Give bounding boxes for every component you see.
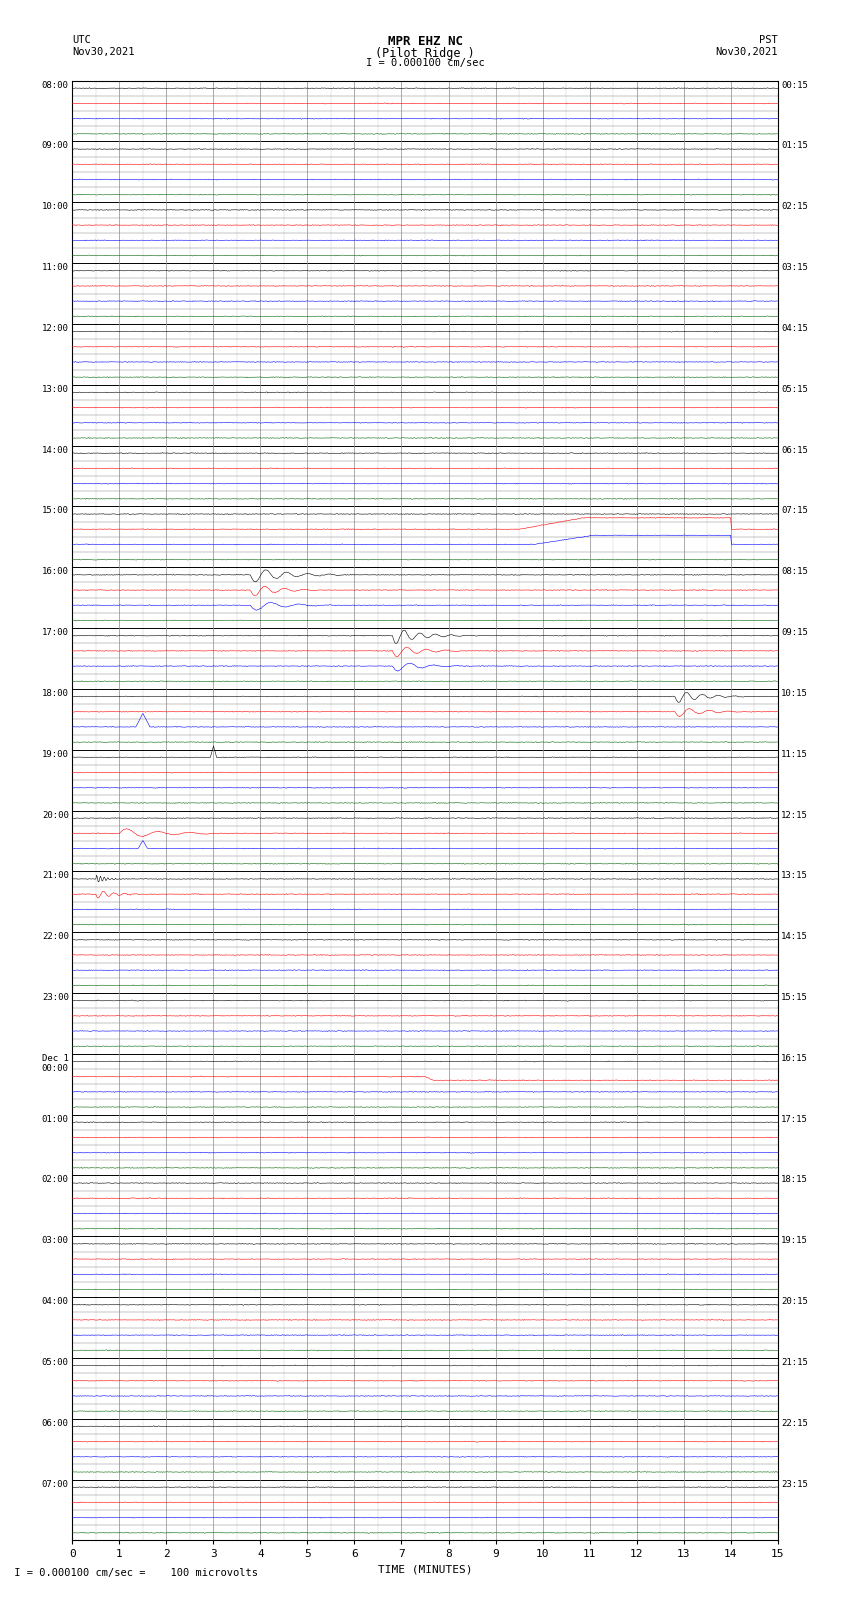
Text: 09:15: 09:15 xyxy=(781,627,808,637)
Text: 17:15: 17:15 xyxy=(781,1115,808,1124)
Text: 16:15: 16:15 xyxy=(781,1053,808,1063)
Text: 06:00: 06:00 xyxy=(42,1419,69,1428)
Text: MPR EHZ NC: MPR EHZ NC xyxy=(388,35,462,48)
Text: 23:00: 23:00 xyxy=(42,994,69,1002)
Text: (Pilot Ridge ): (Pilot Ridge ) xyxy=(375,47,475,60)
Text: 15:15: 15:15 xyxy=(781,994,808,1002)
Text: 14:00: 14:00 xyxy=(42,445,69,455)
Text: Nov30,2021: Nov30,2021 xyxy=(72,47,135,56)
Text: 22:15: 22:15 xyxy=(781,1419,808,1428)
Text: 19:15: 19:15 xyxy=(781,1236,808,1245)
Text: 06:15: 06:15 xyxy=(781,445,808,455)
Text: 08:15: 08:15 xyxy=(781,568,808,576)
Text: 21:00: 21:00 xyxy=(42,871,69,881)
Text: 12:15: 12:15 xyxy=(781,811,808,819)
Text: 04:00: 04:00 xyxy=(42,1297,69,1307)
Text: 09:00: 09:00 xyxy=(42,142,69,150)
Text: 11:15: 11:15 xyxy=(781,750,808,758)
Text: 14:15: 14:15 xyxy=(781,932,808,940)
Text: 08:00: 08:00 xyxy=(42,81,69,90)
Text: 07:15: 07:15 xyxy=(781,506,808,516)
Text: 04:15: 04:15 xyxy=(781,324,808,332)
Text: 20:00: 20:00 xyxy=(42,811,69,819)
Text: 20:15: 20:15 xyxy=(781,1297,808,1307)
Text: PST: PST xyxy=(759,35,778,45)
X-axis label: TIME (MINUTES): TIME (MINUTES) xyxy=(377,1565,473,1574)
Text: 01:15: 01:15 xyxy=(781,142,808,150)
Text: I = 0.000100 cm/sec =    100 microvolts: I = 0.000100 cm/sec = 100 microvolts xyxy=(8,1568,258,1578)
Text: 10:00: 10:00 xyxy=(42,202,69,211)
Text: 13:00: 13:00 xyxy=(42,386,69,394)
Text: 17:00: 17:00 xyxy=(42,627,69,637)
Text: 23:15: 23:15 xyxy=(781,1479,808,1489)
Text: 10:15: 10:15 xyxy=(781,689,808,698)
Text: 12:00: 12:00 xyxy=(42,324,69,332)
Text: 22:00: 22:00 xyxy=(42,932,69,940)
Text: 05:00: 05:00 xyxy=(42,1358,69,1366)
Text: I = 0.000100 cm/sec: I = 0.000100 cm/sec xyxy=(366,58,484,68)
Text: 03:00: 03:00 xyxy=(42,1236,69,1245)
Text: Dec 1
00:00: Dec 1 00:00 xyxy=(42,1053,69,1073)
Text: 07:00: 07:00 xyxy=(42,1479,69,1489)
Text: 11:00: 11:00 xyxy=(42,263,69,273)
Text: 00:15: 00:15 xyxy=(781,81,808,90)
Text: 19:00: 19:00 xyxy=(42,750,69,758)
Text: 16:00: 16:00 xyxy=(42,568,69,576)
Text: 02:15: 02:15 xyxy=(781,202,808,211)
Text: Nov30,2021: Nov30,2021 xyxy=(715,47,778,56)
Text: 03:15: 03:15 xyxy=(781,263,808,273)
Text: 21:15: 21:15 xyxy=(781,1358,808,1366)
Text: 01:00: 01:00 xyxy=(42,1115,69,1124)
Text: 02:00: 02:00 xyxy=(42,1176,69,1184)
Text: 15:00: 15:00 xyxy=(42,506,69,516)
Text: 18:15: 18:15 xyxy=(781,1176,808,1184)
Text: 13:15: 13:15 xyxy=(781,871,808,881)
Text: UTC: UTC xyxy=(72,35,91,45)
Text: 05:15: 05:15 xyxy=(781,386,808,394)
Text: 18:00: 18:00 xyxy=(42,689,69,698)
